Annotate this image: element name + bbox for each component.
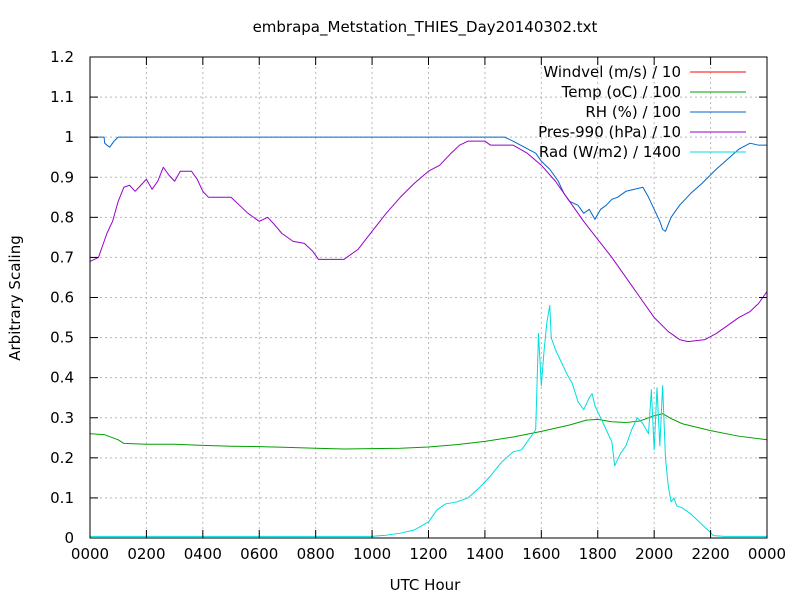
x-tick-label: 1800 — [579, 545, 617, 563]
y-tick-label: 0 — [64, 529, 74, 547]
y-tick-label: 0.9 — [50, 168, 74, 186]
axis-layer: 0000 0200 0400 0600 0800 1000 1200 1400 1600 1800… — [50, 48, 786, 563]
x-tick-label: 1200 — [409, 545, 447, 563]
legend-label-3: Pres-990 (hPa) / 10 — [538, 123, 681, 141]
y-tick-label: 0.7 — [50, 248, 74, 266]
x-tick-label: 0600 — [240, 545, 278, 563]
chart-title: embrapa_Metstation_THIES_Day20140302.txt — [253, 18, 598, 37]
legend-label-2: RH (%) / 100 — [585, 103, 681, 121]
y-axis-title: Arbitrary Scaling — [6, 235, 24, 361]
series-line-3 — [89, 140, 768, 343]
x-tick-label: 0200 — [127, 545, 165, 563]
x-tick-label: 1400 — [466, 545, 504, 563]
legend-label-4: Rad (W/m2) / 1400 — [539, 143, 681, 161]
y-tick-label: 0.5 — [50, 329, 74, 347]
y-tick-label: 0.4 — [50, 369, 74, 387]
x-tick-label: 2200 — [691, 545, 729, 563]
x-tick-label: 0000 — [71, 545, 109, 563]
y-tick-label: 0.6 — [50, 289, 74, 307]
y-tick-label: 1.1 — [50, 88, 74, 106]
y-tick-label: 0.3 — [50, 409, 74, 427]
series-line-4 — [90, 305, 767, 537]
x-tick-label: 0000 — [748, 545, 786, 563]
legend-label-0: Windvel (m/s) / 10 — [543, 63, 681, 81]
x-tick-label: 1000 — [353, 545, 391, 563]
y-tick-label: 0.2 — [50, 449, 74, 467]
y-tick-label: 0.1 — [50, 489, 74, 507]
x-tick-label: 2000 — [635, 545, 673, 563]
x-tick-label: 0400 — [184, 545, 222, 563]
y-tick-label: 0.8 — [50, 208, 74, 226]
series-line-2 — [90, 136, 767, 232]
series-layer — [89, 136, 768, 537]
y-tick-label: 1.2 — [50, 48, 74, 66]
y-tick-label: 1 — [64, 128, 74, 146]
x-tick-label: 1600 — [522, 545, 560, 563]
legend-label-1: Temp (oC) / 100 — [561, 83, 681, 101]
x-axis-title: UTC Hour — [390, 576, 461, 594]
x-tick-label: 0800 — [297, 545, 335, 563]
legend: Windvel (m/s) / 10 Temp (oC) / 100 RH (%) … — [538, 63, 746, 161]
